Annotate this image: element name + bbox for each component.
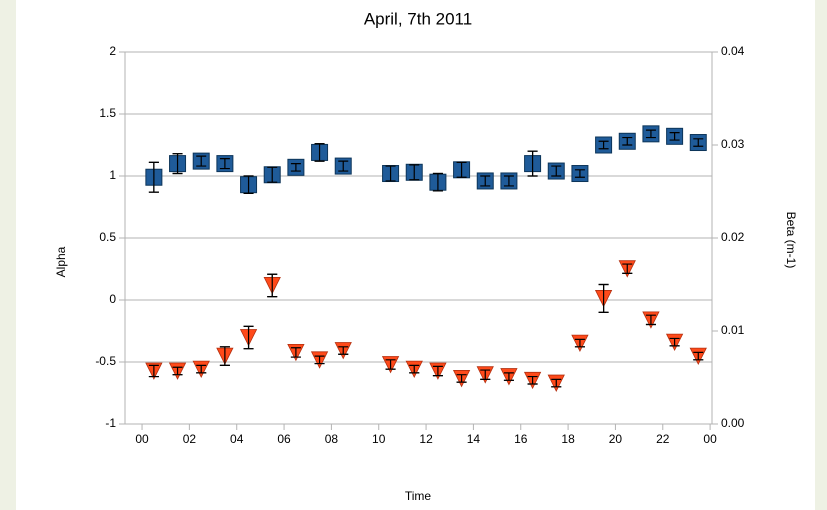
error-bar-overlay (480, 175, 491, 187)
error-bar-overlay (598, 283, 609, 313)
error-bar-overlay (314, 143, 325, 162)
x-tick-label: 02 (183, 432, 197, 446)
y-tick-label: -0.5 (95, 354, 116, 368)
error-bar-overlay (196, 155, 207, 167)
x-axis-label: Time (405, 489, 432, 503)
error-bar-overlay (645, 129, 656, 139)
error-bar-overlay (290, 347, 301, 358)
y2-tick-label: 0.00 (721, 416, 745, 430)
error-bar-overlay (148, 364, 159, 378)
error-bar-overlay (669, 337, 680, 347)
x-tick-label: 20 (609, 432, 623, 446)
x-tick-label: 06 (277, 432, 291, 446)
x-tick-label: 14 (467, 432, 481, 446)
y-tick-label: 1 (109, 168, 116, 182)
error-bar-overlay (290, 163, 301, 172)
error-bar-overlay (551, 378, 562, 388)
error-bar-overlay (219, 158, 230, 170)
error-bar-overlay (693, 138, 704, 147)
error-bar-overlay (432, 365, 443, 377)
y2-tick-label: 0.02 (721, 230, 745, 244)
y-tick-label: 0.5 (99, 230, 116, 244)
error-bar-overlay (338, 346, 349, 355)
error-bar-overlay (172, 153, 183, 175)
error-bar-overlay (551, 165, 562, 177)
x-tick-label: 00 (703, 432, 717, 446)
y-tick-label: -1 (105, 416, 116, 430)
error-bar-overlay (574, 338, 585, 348)
y2-tick-label: 0.03 (721, 137, 745, 151)
error-bar-overlay (527, 375, 538, 385)
error-bar-overlay (385, 359, 396, 370)
error-bar-overlay (527, 150, 538, 177)
error-bar-overlay (622, 263, 633, 274)
error-bar-overlay (693, 351, 704, 361)
chart-background (16, 0, 815, 510)
error-bar-overlay (172, 366, 183, 376)
chart-title: April, 7th 2011 (364, 9, 472, 28)
error-bar-overlay (503, 372, 514, 381)
x-tick-label: 12 (419, 432, 433, 446)
y-tick-label: 2 (109, 44, 116, 58)
error-bar-overlay (645, 314, 656, 326)
error-bar-overlay (503, 175, 514, 187)
x-tick-label: 22 (656, 432, 670, 446)
error-bar-overlay (338, 160, 349, 172)
error-bar-overlay (243, 175, 254, 194)
y2-tick-label: 0.01 (721, 323, 745, 337)
x-tick-label: 16 (514, 432, 528, 446)
y-tick-label: 0 (109, 292, 116, 306)
error-bar-overlay (267, 273, 278, 298)
plot-frame (124, 51, 713, 425)
error-bar-overlay (480, 369, 491, 380)
error-bar-overlay (456, 374, 467, 383)
error-bar-overlay (385, 165, 396, 182)
error-bar-overlay (267, 166, 278, 183)
x-tick-label: 04 (230, 432, 244, 446)
error-bar-overlay (409, 164, 420, 181)
y2-tick-label: 0.04 (721, 44, 745, 58)
y2-axis-label: Beta (m-1) (784, 212, 798, 269)
error-bar-overlay (574, 169, 585, 178)
x-tick-label: 08 (325, 432, 339, 446)
x-tick-label: 00 (135, 432, 149, 446)
error-bar-overlay (409, 364, 420, 374)
y-axis-label: Alpha (54, 246, 68, 277)
error-bar-overlay (598, 140, 609, 150)
x-tick-label: 10 (372, 432, 386, 446)
error-bar-overlay (314, 355, 325, 365)
error-bar-overlay (622, 136, 633, 146)
error-bar-overlay (196, 364, 207, 374)
x-tick-label: 18 (561, 432, 575, 446)
error-bar-overlay (243, 325, 254, 350)
y-tick-label: 1.5 (99, 106, 116, 120)
error-bar-overlay (148, 161, 159, 193)
error-bar-overlay (432, 172, 443, 192)
error-bar-overlay (456, 161, 467, 178)
error-bar-overlay (669, 132, 680, 141)
error-bar-overlay (219, 346, 230, 367)
